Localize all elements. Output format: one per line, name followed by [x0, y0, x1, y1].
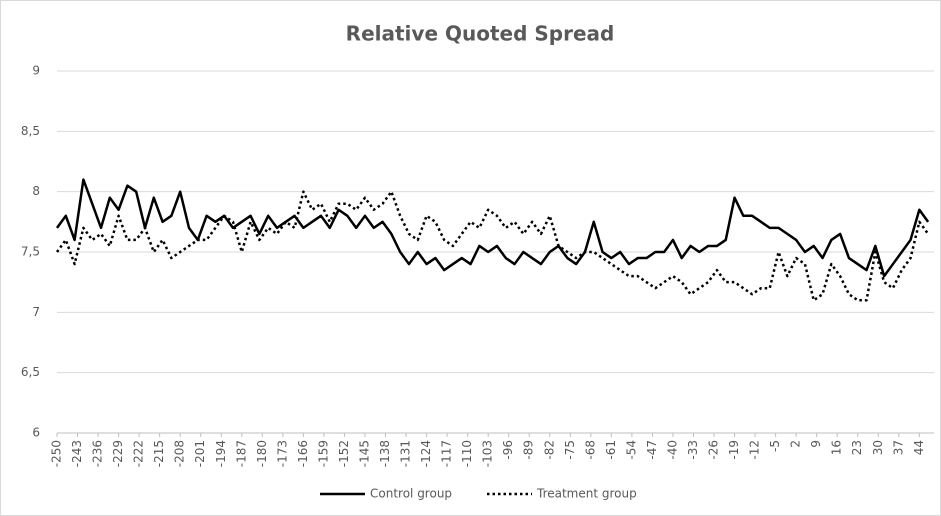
x-tick-label: -33 [686, 440, 700, 460]
x-tick-label: -187 [234, 440, 248, 467]
x-tick-label: -96 [501, 440, 515, 460]
x-tick-label: -75 [563, 440, 577, 460]
x-tick-label: -145 [357, 440, 371, 467]
x-tick-label: -110 [460, 440, 474, 467]
x-tick-label: 30 [871, 440, 885, 455]
x-tick-label: -250 [50, 440, 64, 467]
x-tick-label: -152 [337, 440, 351, 467]
x-tick-label: 2 [789, 440, 803, 448]
x-tick-label: 23 [850, 440, 864, 455]
x-tick-label: -12 [748, 440, 762, 460]
x-tick-label: -26 [707, 440, 721, 460]
x-tick-label: -229 [111, 440, 125, 467]
x-tick-label: -68 [583, 440, 597, 460]
y-tick-label: 7 [32, 305, 40, 319]
x-tick-label: 37 [891, 440, 905, 455]
y-tick-label: 9 [32, 64, 40, 78]
y-tick-label: 8 [32, 184, 40, 198]
x-tick-label: 9 [809, 440, 823, 448]
x-tick-label: -117 [440, 440, 454, 467]
y-tick-label: 6 [32, 426, 40, 440]
x-tick-label: -47 [645, 440, 659, 460]
x-tick-label: -173 [275, 440, 289, 467]
series-line [55, 178, 930, 278]
x-tick-label: -243 [70, 440, 84, 467]
x-tick-label: -103 [481, 440, 495, 467]
x-tick-label: -124 [419, 440, 433, 467]
x-tick-label: -180 [255, 440, 269, 467]
x-tick-label: -222 [132, 440, 146, 467]
x-tick-label: -54 [624, 440, 638, 460]
legend-label: Control group [370, 487, 452, 501]
y-tick-label: 7,5 [21, 245, 40, 259]
x-tick-label: -19 [727, 440, 741, 460]
x-tick-label: -194 [214, 440, 228, 467]
x-tick-label: 44 [912, 440, 926, 455]
x-tick-label: -5 [768, 440, 782, 452]
x-tick-label: -89 [522, 440, 536, 460]
x-tick-label: 16 [830, 440, 844, 455]
x-tick-label: -138 [378, 440, 392, 467]
x-tick-label: -166 [296, 440, 310, 467]
y-tick-label: 8,5 [21, 124, 40, 138]
x-tick-label: -40 [665, 440, 679, 460]
chart-title: Relative Quoted Spread [346, 22, 615, 46]
y-tick-label: 6,5 [21, 365, 40, 379]
x-tick-label: -236 [91, 440, 105, 467]
x-tick-label: -201 [193, 440, 207, 467]
x-tick-label: -215 [152, 440, 166, 467]
x-tick-label: -159 [316, 440, 330, 467]
series-line [55, 190, 930, 302]
x-tick-label: -131 [399, 440, 413, 467]
x-tick-label: -61 [604, 440, 618, 460]
x-tick-label: -208 [173, 440, 187, 467]
legend-label: Treatment group [536, 487, 637, 501]
x-tick-label: -82 [542, 440, 556, 460]
